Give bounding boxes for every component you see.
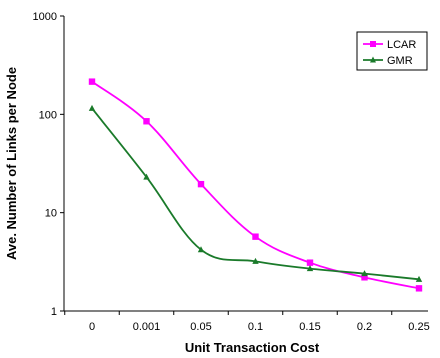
data-point-lcar <box>197 180 205 188</box>
data-point-lcar <box>143 118 150 125</box>
series-lines <box>88 78 423 292</box>
series-line-lcar <box>91 80 420 290</box>
x-tick-label: 0.25 <box>408 321 429 333</box>
data-point-lcar <box>415 285 423 292</box>
data-point-gmr <box>252 257 259 264</box>
x-tick-label: 0.15 <box>299 321 320 333</box>
legend-label-gmr: GMR <box>387 55 413 67</box>
y-tick-label: 1000 <box>33 11 57 23</box>
x-axis-title: Unit Transaction Cost <box>185 340 320 355</box>
data-point-gmr <box>88 104 96 111</box>
data-point-lcar <box>252 233 259 240</box>
data-point-lcar <box>88 78 96 85</box>
legend-box <box>356 31 428 71</box>
x-tick-label: 0.2 <box>357 321 372 333</box>
y-axis-title: Ave. Number of Links per Node <box>4 67 19 260</box>
series-line-gmr <box>91 107 420 281</box>
legend-label-lcar: LCAR <box>387 39 416 51</box>
data-point-lcar <box>306 259 314 266</box>
tick-labels: 1 10 100 1000 0 0.001 0.05 0.1 0.15 0.2 0.25 <box>33 11 430 333</box>
x-tick-label: 0.1 <box>248 321 263 333</box>
data-point-lcar <box>361 274 368 281</box>
data-point-gmr <box>143 173 150 180</box>
y-tick-label: 10 <box>45 208 57 220</box>
data-point-gmr <box>361 270 368 277</box>
legend-marker-gmr <box>370 56 376 63</box>
legend-marker-lcar <box>370 41 376 47</box>
legend: LCAR GMR <box>356 31 428 71</box>
y-tick-label: 100 <box>39 109 57 121</box>
x-tick-label: 0 <box>89 321 95 333</box>
data-point-gmr <box>415 275 423 282</box>
x-tick-label: 0.001 <box>133 321 161 333</box>
axes <box>60 15 428 315</box>
data-point-gmr <box>306 265 314 272</box>
data-point-gmr <box>197 246 205 253</box>
x-tick-label: 0.05 <box>190 321 211 333</box>
y-tick-label: 1 <box>51 306 57 318</box>
